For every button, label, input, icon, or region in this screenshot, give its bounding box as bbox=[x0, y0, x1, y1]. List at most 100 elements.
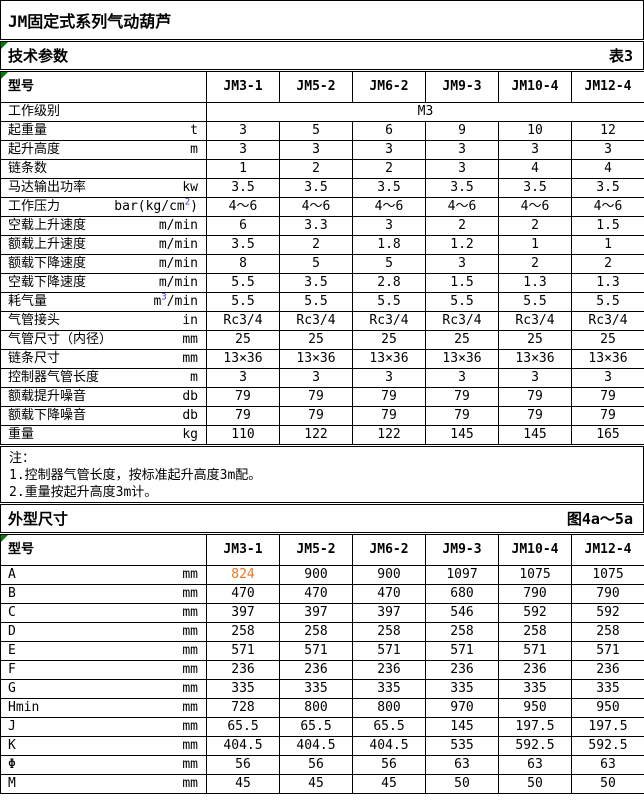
value-cell[interactable]: 3 bbox=[206, 121, 280, 141]
param-label-cell[interactable]: 额载提升噪音 db bbox=[0, 387, 207, 407]
model-column-header[interactable]: JM12-4 bbox=[571, 71, 644, 103]
value-cell[interactable]: Rc3/4 bbox=[279, 311, 353, 331]
param-label-cell[interactable]: 控制器气管长度 m bbox=[0, 368, 207, 388]
value-cell[interactable]: 3 bbox=[571, 140, 644, 160]
value-cell[interactable]: 800 bbox=[279, 698, 353, 718]
param-label-cell[interactable]: 工作压力 bar(kg/cm2) bbox=[0, 197, 207, 217]
value-cell[interactable]: 3 bbox=[425, 140, 499, 160]
value-cell[interactable]: Rc3/4 bbox=[352, 311, 426, 331]
value-cell[interactable]: 5 bbox=[279, 121, 353, 141]
param-label-cell[interactable]: 气管接头 in bbox=[0, 311, 207, 331]
param-label-cell[interactable]: 链条尺寸 mm bbox=[0, 349, 207, 369]
value-cell[interactable]: 79 bbox=[425, 387, 499, 407]
value-cell[interactable]: 1.3 bbox=[498, 273, 572, 293]
value-cell[interactable]: 2 bbox=[279, 235, 353, 255]
value-cell[interactable]: 56 bbox=[206, 755, 280, 775]
value-cell[interactable]: 1.2 bbox=[425, 235, 499, 255]
value-cell[interactable]: 470 bbox=[352, 584, 426, 604]
model-corner-header[interactable]: 型号 bbox=[0, 534, 207, 566]
value-cell[interactable]: 25 bbox=[571, 330, 644, 350]
value-cell[interactable]: 45 bbox=[279, 774, 353, 794]
value-cell[interactable]: 335 bbox=[425, 679, 499, 699]
value-cell[interactable]: 397 bbox=[206, 603, 280, 623]
value-cell[interactable]: 800 bbox=[352, 698, 426, 718]
value-cell[interactable]: 970 bbox=[425, 698, 499, 718]
param-label-cell[interactable]: 额载下降噪音 db bbox=[0, 406, 207, 426]
value-cell[interactable]: 12 bbox=[571, 121, 644, 141]
value-cell[interactable]: 5 bbox=[279, 254, 353, 274]
value-cell[interactable]: 3.5 bbox=[498, 178, 572, 198]
value-cell[interactable]: 4 bbox=[571, 159, 644, 179]
value-cell[interactable]: 10 bbox=[498, 121, 572, 141]
value-cell[interactable]: 258 bbox=[206, 622, 280, 642]
param-label-cell[interactable]: 马达输出功率 kw bbox=[0, 178, 207, 198]
value-cell[interactable]: Rc3/4 bbox=[498, 311, 572, 331]
value-cell[interactable]: 79 bbox=[206, 406, 280, 426]
value-cell[interactable]: 2 bbox=[279, 159, 353, 179]
value-cell[interactable]: 25 bbox=[206, 330, 280, 350]
model-corner-header[interactable]: 型号 bbox=[0, 71, 207, 103]
value-cell[interactable]: 900 bbox=[279, 565, 353, 585]
value-cell[interactable]: 65.5 bbox=[206, 717, 280, 737]
value-cell[interactable]: 65.5 bbox=[352, 717, 426, 737]
value-cell[interactable]: 571 bbox=[425, 641, 499, 661]
value-cell[interactable]: 13×36 bbox=[279, 349, 353, 369]
merged-value-cell[interactable]: M3 bbox=[206, 102, 644, 122]
value-cell[interactable]: 8 bbox=[206, 254, 280, 274]
param-label-cell[interactable]: 空载下降速度 m/min bbox=[0, 273, 207, 293]
value-cell[interactable]: 404.5 bbox=[279, 736, 353, 756]
param-label-cell[interactable]: 气管尺寸（内径） mm bbox=[0, 330, 207, 350]
value-cell[interactable]: 592 bbox=[498, 603, 572, 623]
value-cell[interactable]: 335 bbox=[352, 679, 426, 699]
model-column-header[interactable]: JM9-3 bbox=[425, 71, 499, 103]
value-cell[interactable]: 3 bbox=[498, 368, 572, 388]
value-cell[interactable]: 535 bbox=[425, 736, 499, 756]
value-cell[interactable]: 5.5 bbox=[425, 292, 499, 312]
value-cell[interactable]: 197.5 bbox=[498, 717, 572, 737]
value-cell[interactable]: 79 bbox=[425, 406, 499, 426]
param-label-cell[interactable]: 重量 kg bbox=[0, 425, 207, 445]
value-cell[interactable]: 65.5 bbox=[279, 717, 353, 737]
value-cell[interactable]: 3.5 bbox=[206, 235, 280, 255]
value-cell[interactable]: 79 bbox=[352, 406, 426, 426]
value-cell[interactable]: 592.5 bbox=[571, 736, 644, 756]
value-cell[interactable]: 4 bbox=[498, 159, 572, 179]
value-cell[interactable]: 1075 bbox=[498, 565, 572, 585]
value-cell[interactable]: 258 bbox=[571, 622, 644, 642]
value-cell[interactable]: 122 bbox=[279, 425, 353, 445]
value-cell[interactable]: 79 bbox=[571, 387, 644, 407]
param-label-cell[interactable]: Hmin mm bbox=[0, 698, 207, 718]
value-cell[interactable]: 56 bbox=[279, 755, 353, 775]
value-cell[interactable]: 5.5 bbox=[206, 273, 280, 293]
value-cell[interactable]: 258 bbox=[352, 622, 426, 642]
value-cell[interactable]: 25 bbox=[425, 330, 499, 350]
value-cell[interactable]: 3.5 bbox=[425, 178, 499, 198]
value-cell[interactable]: 79 bbox=[279, 387, 353, 407]
value-cell[interactable]: 2 bbox=[425, 216, 499, 236]
value-cell[interactable]: 1 bbox=[498, 235, 572, 255]
value-cell[interactable]: 1.5 bbox=[425, 273, 499, 293]
param-label-cell[interactable]: 链条数 bbox=[0, 159, 207, 179]
value-cell[interactable]: 1075 bbox=[571, 565, 644, 585]
param-label-cell[interactable]: 空载上升速度 m/min bbox=[0, 216, 207, 236]
value-cell[interactable]: 3 bbox=[498, 140, 572, 160]
value-cell[interactable]: 63 bbox=[498, 755, 572, 775]
value-cell[interactable]: 4～6 bbox=[352, 197, 426, 217]
model-column-header[interactable]: JM3-1 bbox=[206, 534, 280, 566]
value-cell[interactable]: 13×36 bbox=[352, 349, 426, 369]
value-cell[interactable]: 236 bbox=[571, 660, 644, 680]
value-cell[interactable]: 335 bbox=[498, 679, 572, 699]
value-cell[interactable]: 258 bbox=[279, 622, 353, 642]
value-cell[interactable]: 950 bbox=[571, 698, 644, 718]
value-cell[interactable]: 470 bbox=[206, 584, 280, 604]
value-cell[interactable]: 470 bbox=[279, 584, 353, 604]
value-cell[interactable]: 79 bbox=[571, 406, 644, 426]
value-cell[interactable]: 3 bbox=[206, 368, 280, 388]
value-cell[interactable]: 2 bbox=[571, 254, 644, 274]
value-cell[interactable]: 165 bbox=[571, 425, 644, 445]
value-cell[interactable]: 4～6 bbox=[571, 197, 644, 217]
